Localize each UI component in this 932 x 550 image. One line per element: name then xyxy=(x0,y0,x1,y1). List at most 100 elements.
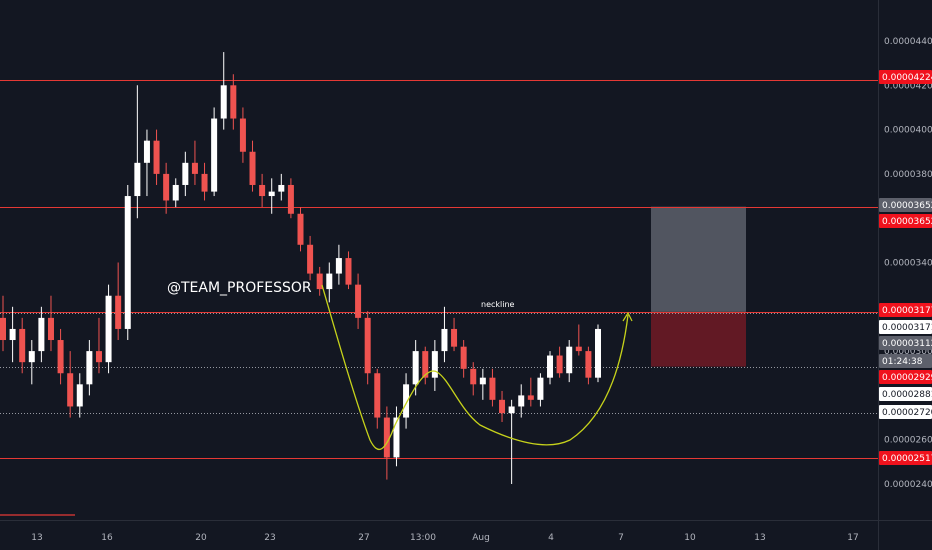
candle xyxy=(143,129,150,197)
candle xyxy=(374,368,381,429)
candle-body xyxy=(201,173,208,192)
candle xyxy=(508,399,515,484)
candle-body xyxy=(278,184,285,192)
price-tag-text: 0.00002720 xyxy=(882,408,932,418)
candle-body xyxy=(28,351,35,363)
candle xyxy=(153,129,160,185)
candle xyxy=(57,328,64,385)
price-tag: 0.00002517 xyxy=(879,451,932,465)
candle-body xyxy=(422,351,429,378)
price-tag-text: 0.00002929 xyxy=(882,373,932,383)
candle-body xyxy=(460,346,467,369)
candle xyxy=(575,324,582,356)
price-tag: 0.00003652 xyxy=(879,214,932,228)
candle-body xyxy=(153,140,160,174)
candle xyxy=(47,295,54,352)
candle xyxy=(0,295,6,352)
candle xyxy=(595,324,601,383)
price-tag-bg xyxy=(879,303,932,317)
candle xyxy=(28,340,35,385)
candle-body xyxy=(297,213,304,245)
x-tick-label-0: 13 xyxy=(31,533,42,543)
price-tag-text: 0.00003171 xyxy=(882,323,932,333)
candle-body xyxy=(479,377,486,385)
price-tag-text: 0.00003112 xyxy=(882,339,932,349)
candle-body xyxy=(585,351,592,378)
candle xyxy=(9,306,16,363)
candle xyxy=(489,368,496,407)
candle-body xyxy=(527,395,534,400)
candle xyxy=(230,74,237,130)
candle xyxy=(38,306,45,363)
candle-body xyxy=(38,317,45,352)
candle xyxy=(470,362,477,396)
price-tag-text: 0.00003652 xyxy=(882,201,932,211)
candle-body xyxy=(105,295,112,363)
projection-arrow-icon xyxy=(622,311,633,322)
candle xyxy=(249,140,256,192)
candle xyxy=(201,162,208,201)
candle xyxy=(422,346,429,385)
price-tag: 0.00004224 xyxy=(879,70,932,84)
x-tick-label-5: 13:00 xyxy=(410,533,436,543)
price-tag-bg xyxy=(879,336,932,350)
candle xyxy=(566,340,573,383)
candle-body xyxy=(172,184,179,201)
candle xyxy=(182,151,189,197)
candle-body xyxy=(431,351,438,378)
candle xyxy=(335,244,342,285)
candle-body xyxy=(307,244,314,274)
candle-body xyxy=(508,406,515,414)
price-tag-text: 0.00002881 xyxy=(882,390,932,400)
candle xyxy=(499,390,506,422)
time-axis[interactable]: 13 16 20 23 27 13:00 Aug 4 7 10 13 17 xyxy=(31,533,858,543)
price-tag-bg xyxy=(879,370,932,384)
candle-body xyxy=(326,273,333,290)
price-tag-bg xyxy=(879,387,932,401)
candle-body xyxy=(518,395,525,407)
candle-body xyxy=(489,377,496,400)
price-tag-bg xyxy=(879,320,932,334)
candle-body xyxy=(287,184,294,214)
candle xyxy=(537,373,544,407)
candle-body xyxy=(134,162,141,197)
price-tag-bg xyxy=(879,214,932,228)
candle-body xyxy=(556,355,563,374)
price-tag-text: 0.00003652 xyxy=(882,217,932,227)
x-tick-label-10: 13 xyxy=(754,533,765,543)
candle-body xyxy=(537,377,544,400)
candle xyxy=(86,340,93,396)
candle-body xyxy=(393,417,400,458)
price-tags: 0.00004224 0.00003652 0.00003652 0.00003177… xyxy=(879,70,932,465)
stop-zone-box xyxy=(651,311,746,367)
candle xyxy=(451,317,458,352)
candle xyxy=(364,311,371,385)
candle-body xyxy=(47,317,54,341)
candle-body xyxy=(355,284,362,318)
candle-body xyxy=(239,118,246,152)
candle-body xyxy=(268,191,275,197)
candle-body xyxy=(383,417,390,458)
candle-body xyxy=(9,328,16,341)
candle-body xyxy=(57,340,64,374)
candle-body xyxy=(19,328,26,363)
price-tag-bg xyxy=(879,198,932,212)
price-tag: 0.00002720 xyxy=(879,405,932,419)
price-tag: 0.00003177 xyxy=(879,303,932,317)
price-tag-bg xyxy=(879,405,932,419)
candle xyxy=(19,317,26,374)
x-tick-label-7: 4 xyxy=(548,533,554,543)
price-tag-bg xyxy=(879,70,932,84)
candle-body xyxy=(364,317,371,374)
candle-body xyxy=(595,328,601,378)
x-tick-label-3: 23 xyxy=(264,533,275,543)
candle-body xyxy=(547,355,554,378)
candle xyxy=(393,406,400,467)
candle xyxy=(326,262,333,303)
candle-body xyxy=(259,184,266,197)
